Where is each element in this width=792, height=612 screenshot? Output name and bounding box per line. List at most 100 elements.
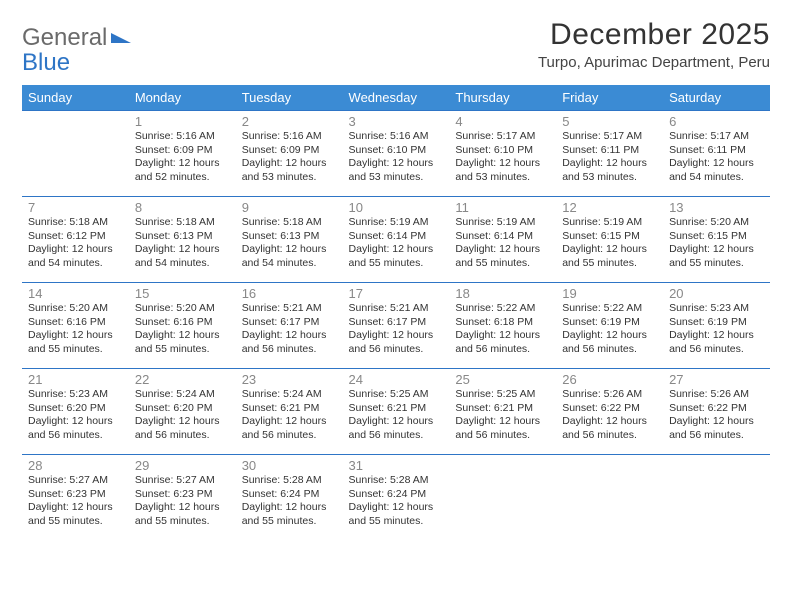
day-details: Sunrise: 5:26 AMSunset: 6:22 PMDaylight:… <box>669 388 764 443</box>
day-details: Sunrise: 5:18 AMSunset: 6:13 PMDaylight:… <box>242 216 337 271</box>
day-number: 7 <box>28 200 123 215</box>
day-number: 23 <box>242 372 337 387</box>
calendar-day-cell: 31Sunrise: 5:28 AMSunset: 6:24 PMDayligh… <box>343 455 450 541</box>
logo: General <box>22 18 131 52</box>
day-details: Sunrise: 5:25 AMSunset: 6:21 PMDaylight:… <box>349 388 444 443</box>
day-number: 27 <box>669 372 764 387</box>
day-details: Sunrise: 5:17 AMSunset: 6:10 PMDaylight:… <box>455 130 550 185</box>
calendar-day-cell: 16Sunrise: 5:21 AMSunset: 6:17 PMDayligh… <box>236 283 343 369</box>
calendar-day-cell: 13Sunrise: 5:20 AMSunset: 6:15 PMDayligh… <box>663 197 770 283</box>
weekday-header: Tuesday <box>236 85 343 111</box>
calendar-empty-cell <box>663 455 770 541</box>
day-number: 19 <box>562 286 657 301</box>
day-number: 24 <box>349 372 444 387</box>
calendar-day-cell: 28Sunrise: 5:27 AMSunset: 6:23 PMDayligh… <box>22 455 129 541</box>
day-details: Sunrise: 5:22 AMSunset: 6:18 PMDaylight:… <box>455 302 550 357</box>
calendar-day-cell: 7Sunrise: 5:18 AMSunset: 6:12 PMDaylight… <box>22 197 129 283</box>
calendar-empty-cell <box>22 111 129 197</box>
day-number: 22 <box>135 372 230 387</box>
day-number: 21 <box>28 372 123 387</box>
weekday-header: Wednesday <box>343 85 450 111</box>
calendar-day-cell: 15Sunrise: 5:20 AMSunset: 6:16 PMDayligh… <box>129 283 236 369</box>
calendar-body: 1 Sunrise: 5:16 AMSunset: 6:09 PMDaylight… <box>22 111 770 541</box>
calendar-day-cell: 22Sunrise: 5:24 AMSunset: 6:20 PMDayligh… <box>129 369 236 455</box>
calendar-day-cell: 17Sunrise: 5:21 AMSunset: 6:17 PMDayligh… <box>343 283 450 369</box>
calendar-week-row: 28Sunrise: 5:27 AMSunset: 6:23 PMDayligh… <box>22 455 770 541</box>
calendar-page: General December 2025 Turpo, Apurimac De… <box>0 0 792 551</box>
month-title: December 2025 <box>538 18 770 52</box>
day-details: Sunrise: 5:22 AMSunset: 6:19 PMDaylight:… <box>562 302 657 357</box>
day-number: 18 <box>455 286 550 301</box>
day-number: 8 <box>135 200 230 215</box>
day-details: Sunrise: 5:20 AMSunset: 6:16 PMDaylight:… <box>28 302 123 357</box>
day-number: 20 <box>669 286 764 301</box>
calendar-day-cell: 30Sunrise: 5:28 AMSunset: 6:24 PMDayligh… <box>236 455 343 541</box>
day-number: 25 <box>455 372 550 387</box>
day-number: 2 <box>242 114 337 129</box>
day-number: 4 <box>455 114 550 129</box>
day-number: 1 <box>135 114 230 129</box>
day-details: Sunrise: 5:26 AMSunset: 6:22 PMDaylight:… <box>562 388 657 443</box>
calendar-day-cell: 4Sunrise: 5:17 AMSunset: 6:10 PMDaylight… <box>449 111 556 197</box>
day-details: Sunrise: 5:23 AMSunset: 6:19 PMDaylight:… <box>669 302 764 357</box>
day-details: Sunrise: 5:18 AMSunset: 6:13 PMDaylight:… <box>135 216 230 271</box>
day-number: 17 <box>349 286 444 301</box>
day-number: 13 <box>669 200 764 215</box>
weekday-header: Thursday <box>449 85 556 111</box>
calendar-day-cell: 1Sunrise: 5:16 AMSunset: 6:09 PMDaylight… <box>129 111 236 197</box>
calendar-day-cell: 24Sunrise: 5:25 AMSunset: 6:21 PMDayligh… <box>343 369 450 455</box>
calendar-week-row: 21Sunrise: 5:23 AMSunset: 6:20 PMDayligh… <box>22 369 770 455</box>
day-details: Sunrise: 5:21 AMSunset: 6:17 PMDaylight:… <box>242 302 337 357</box>
day-number: 9 <box>242 200 337 215</box>
day-details: Sunrise: 5:20 AMSunset: 6:16 PMDaylight:… <box>135 302 230 357</box>
weekday-header: Monday <box>129 85 236 111</box>
day-number: 10 <box>349 200 444 215</box>
day-number: 5 <box>562 114 657 129</box>
day-details: Sunrise: 5:27 AMSunset: 6:23 PMDaylight:… <box>28 474 123 529</box>
calendar-day-cell: 27Sunrise: 5:26 AMSunset: 6:22 PMDayligh… <box>663 369 770 455</box>
day-number: 3 <box>349 114 444 129</box>
day-details: Sunrise: 5:24 AMSunset: 6:20 PMDaylight:… <box>135 388 230 443</box>
calendar-day-cell: 2Sunrise: 5:16 AMSunset: 6:09 PMDaylight… <box>236 111 343 197</box>
calendar-day-cell: 20Sunrise: 5:23 AMSunset: 6:19 PMDayligh… <box>663 283 770 369</box>
calendar-day-cell: 9Sunrise: 5:18 AMSunset: 6:13 PMDaylight… <box>236 197 343 283</box>
calendar-day-cell: 8Sunrise: 5:18 AMSunset: 6:13 PMDaylight… <box>129 197 236 283</box>
day-number: 6 <box>669 114 764 129</box>
calendar-head: SundayMondayTuesdayWednesdayThursdayFrid… <box>22 85 770 111</box>
calendar-week-row: 1 Sunrise: 5:16 AMSunset: 6:09 PMDaylight… <box>22 111 770 197</box>
weekday-row: SundayMondayTuesdayWednesdayThursdayFrid… <box>22 85 770 111</box>
day-number: 11 <box>455 200 550 215</box>
calendar-day-cell: 19Sunrise: 5:22 AMSunset: 6:19 PMDayligh… <box>556 283 663 369</box>
calendar-empty-cell <box>449 455 556 541</box>
day-details: Sunrise: 5:19 AMSunset: 6:15 PMDaylight:… <box>562 216 657 271</box>
day-details: Sunrise: 5:28 AMSunset: 6:24 PMDaylight:… <box>349 474 444 529</box>
calendar-day-cell: 21Sunrise: 5:23 AMSunset: 6:20 PMDayligh… <box>22 369 129 455</box>
day-details: Sunrise: 5:23 AMSunset: 6:20 PMDaylight:… <box>28 388 123 443</box>
day-details: Sunrise: 5:25 AMSunset: 6:21 PMDaylight:… <box>455 388 550 443</box>
day-details: Sunrise: 5:16 AMSunset: 6:10 PMDaylight:… <box>349 130 444 185</box>
day-details: Sunrise: 5:17 AMSunset: 6:11 PMDaylight:… <box>562 130 657 185</box>
calendar-empty-cell <box>556 455 663 541</box>
weekday-header: Friday <box>556 85 663 111</box>
day-number: 31 <box>349 458 444 473</box>
calendar-day-cell: 18Sunrise: 5:22 AMSunset: 6:18 PMDayligh… <box>449 283 556 369</box>
calendar-day-cell: 11Sunrise: 5:19 AMSunset: 6:14 PMDayligh… <box>449 197 556 283</box>
logo-triangle-icon <box>111 33 131 43</box>
day-details: Sunrise: 5:16 AMSunset: 6:09 PMDaylight:… <box>242 130 337 185</box>
calendar-day-cell: 26Sunrise: 5:26 AMSunset: 6:22 PMDayligh… <box>556 369 663 455</box>
day-details: Sunrise: 5:27 AMSunset: 6:23 PMDaylight:… <box>135 474 230 529</box>
calendar-day-cell: 14Sunrise: 5:20 AMSunset: 6:16 PMDayligh… <box>22 283 129 369</box>
day-number: 26 <box>562 372 657 387</box>
day-number: 16 <box>242 286 337 301</box>
logo-text-blue: Blue <box>22 49 770 77</box>
day-details: Sunrise: 5:24 AMSunset: 6:21 PMDaylight:… <box>242 388 337 443</box>
calendar-week-row: 14Sunrise: 5:20 AMSunset: 6:16 PMDayligh… <box>22 283 770 369</box>
day-details: Sunrise: 5:20 AMSunset: 6:15 PMDaylight:… <box>669 216 764 271</box>
calendar-day-cell: 6Sunrise: 5:17 AMSunset: 6:11 PMDaylight… <box>663 111 770 197</box>
day-number: 29 <box>135 458 230 473</box>
calendar-day-cell: 12Sunrise: 5:19 AMSunset: 6:15 PMDayligh… <box>556 197 663 283</box>
calendar-day-cell: 23Sunrise: 5:24 AMSunset: 6:21 PMDayligh… <box>236 369 343 455</box>
calendar-day-cell: 10Sunrise: 5:19 AMSunset: 6:14 PMDayligh… <box>343 197 450 283</box>
day-details: Sunrise: 5:19 AMSunset: 6:14 PMDaylight:… <box>455 216 550 271</box>
day-details: Sunrise: 5:19 AMSunset: 6:14 PMDaylight:… <box>349 216 444 271</box>
